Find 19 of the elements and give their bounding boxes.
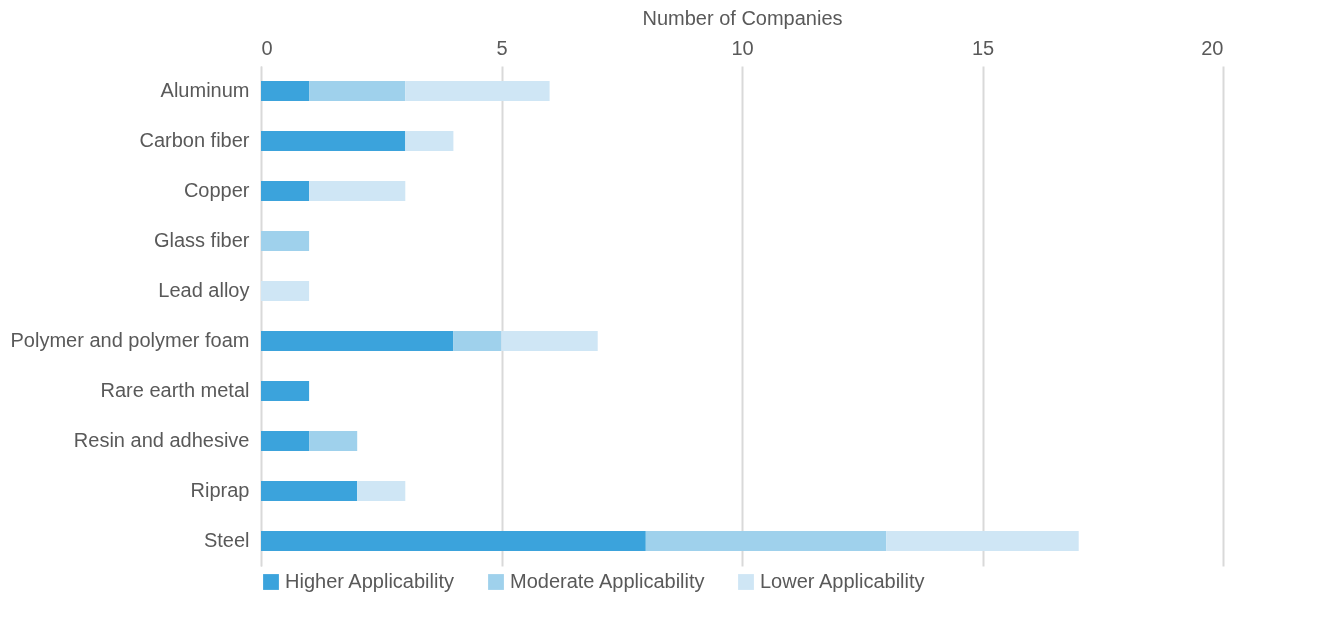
y-tick-label: Rare earth metal <box>100 379 250 401</box>
y-tick-label: Resin and adhesive <box>73 429 250 451</box>
x-tick-label: 5 <box>496 36 508 59</box>
y-tick-label: Polymer and polymer foam <box>10 329 250 351</box>
y-tick-label: Copper <box>183 179 250 201</box>
legend-label: Higher Applicability <box>285 570 454 592</box>
y-tick-label: Carbon fiber <box>139 129 250 151</box>
y-tick-label: Glass fiber <box>153 229 250 251</box>
y-tick-label: Riprap <box>190 479 250 501</box>
x-tick-label: 10 <box>731 36 754 59</box>
x-tick-label: 0 <box>261 36 273 59</box>
y-tick-label: Steel <box>203 529 250 551</box>
x-axis-title: Number of Companies <box>642 6 843 29</box>
y-tick-label: Aluminum <box>160 79 250 101</box>
y-tick-label: Lead alloy <box>158 279 250 301</box>
legend-label: Lower Applicability <box>760 570 925 592</box>
legend-label: Moderate Applicability <box>510 570 705 592</box>
x-tick-label: 20 <box>1201 36 1224 59</box>
x-tick-label: 15 <box>971 36 995 59</box>
